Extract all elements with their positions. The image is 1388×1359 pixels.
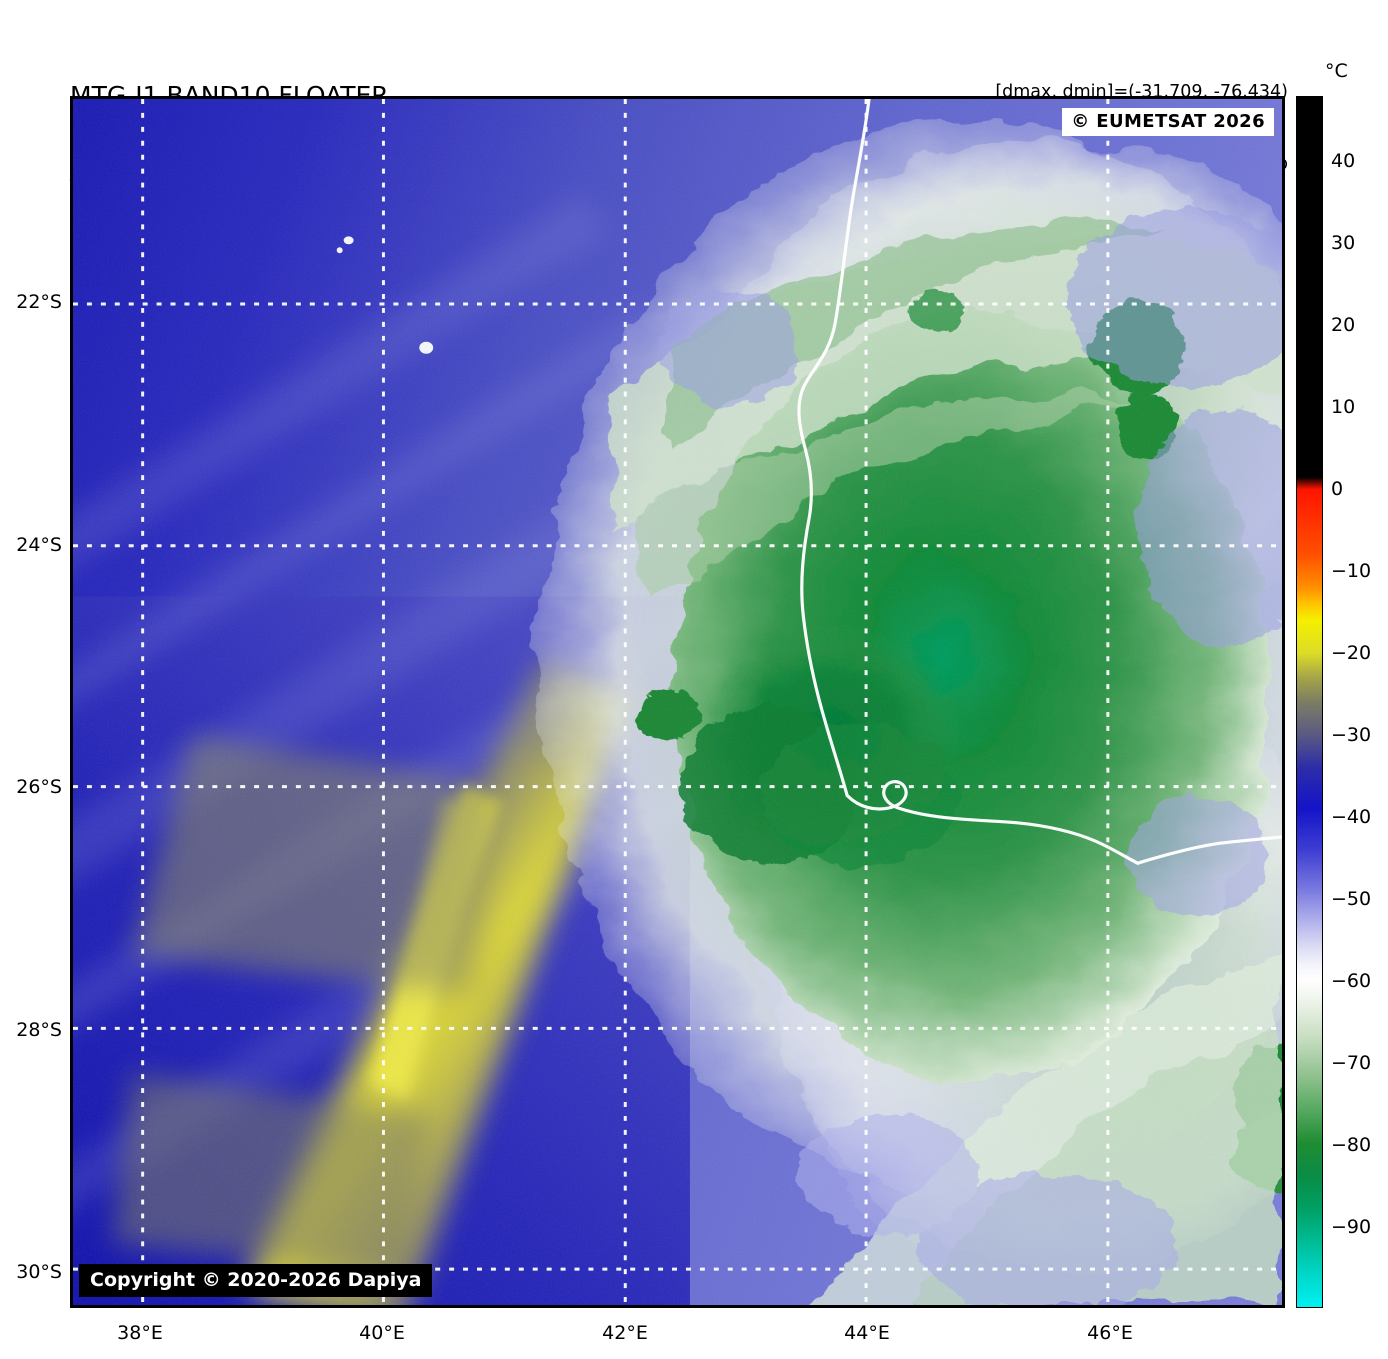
satellite-image-plot[interactable]: © EUMETSAT 2026 Copyright © 2020-2026 Da… bbox=[70, 96, 1285, 1308]
cbar-tick-0: 0 bbox=[1331, 478, 1344, 500]
colorbar-gradient bbox=[1296, 96, 1323, 1308]
lat-tick-30s: 30°S bbox=[16, 1261, 62, 1283]
lat-tick-24s: 24°S bbox=[16, 534, 62, 556]
cbar-tick-neg60: −60 bbox=[1331, 970, 1372, 992]
lat-tick-26s: 26°S bbox=[16, 776, 62, 798]
coastline-overlay bbox=[797, 99, 1282, 865]
cbar-tick-neg80: −80 bbox=[1331, 1134, 1372, 1156]
cbar-tick-neg30: −30 bbox=[1331, 724, 1372, 746]
cbar-tick-30: 30 bbox=[1331, 232, 1356, 254]
lon-tick-44e: 44°E bbox=[844, 1322, 890, 1344]
lat-tick-22s: 22°S bbox=[16, 291, 62, 313]
cbar-tick-neg10: −10 bbox=[1331, 560, 1372, 582]
lon-tick-38e: 38°E bbox=[117, 1322, 163, 1344]
colorbar[interactable] bbox=[1296, 96, 1323, 1308]
lon-tick-42e: 42°E bbox=[602, 1322, 648, 1344]
lon-tick-46e: 46°E bbox=[1087, 1322, 1133, 1344]
colorbar-unit-label: °C bbox=[1325, 60, 1348, 82]
cbar-tick-neg70: −70 bbox=[1331, 1052, 1372, 1074]
cbar-tick-10: 10 bbox=[1331, 396, 1356, 418]
cbar-tick-neg20: −20 bbox=[1331, 642, 1372, 664]
cbar-tick-neg90: −90 bbox=[1331, 1216, 1372, 1238]
copyright-banner: Copyright © 2020-2026 Dapiya bbox=[79, 1264, 433, 1297]
cbar-tick-neg40: −40 bbox=[1331, 806, 1372, 828]
cbar-tick-40: 40 bbox=[1331, 150, 1356, 172]
lon-tick-40e: 40°E bbox=[359, 1322, 405, 1344]
cbar-tick-20: 20 bbox=[1331, 314, 1356, 336]
lat-tick-28s: 28°S bbox=[16, 1019, 62, 1041]
cbar-tick-neg50: −50 bbox=[1331, 888, 1372, 910]
satellite-ir-imagery bbox=[73, 99, 1282, 1305]
eumetsat-watermark: © EUMETSAT 2026 bbox=[1062, 108, 1274, 136]
